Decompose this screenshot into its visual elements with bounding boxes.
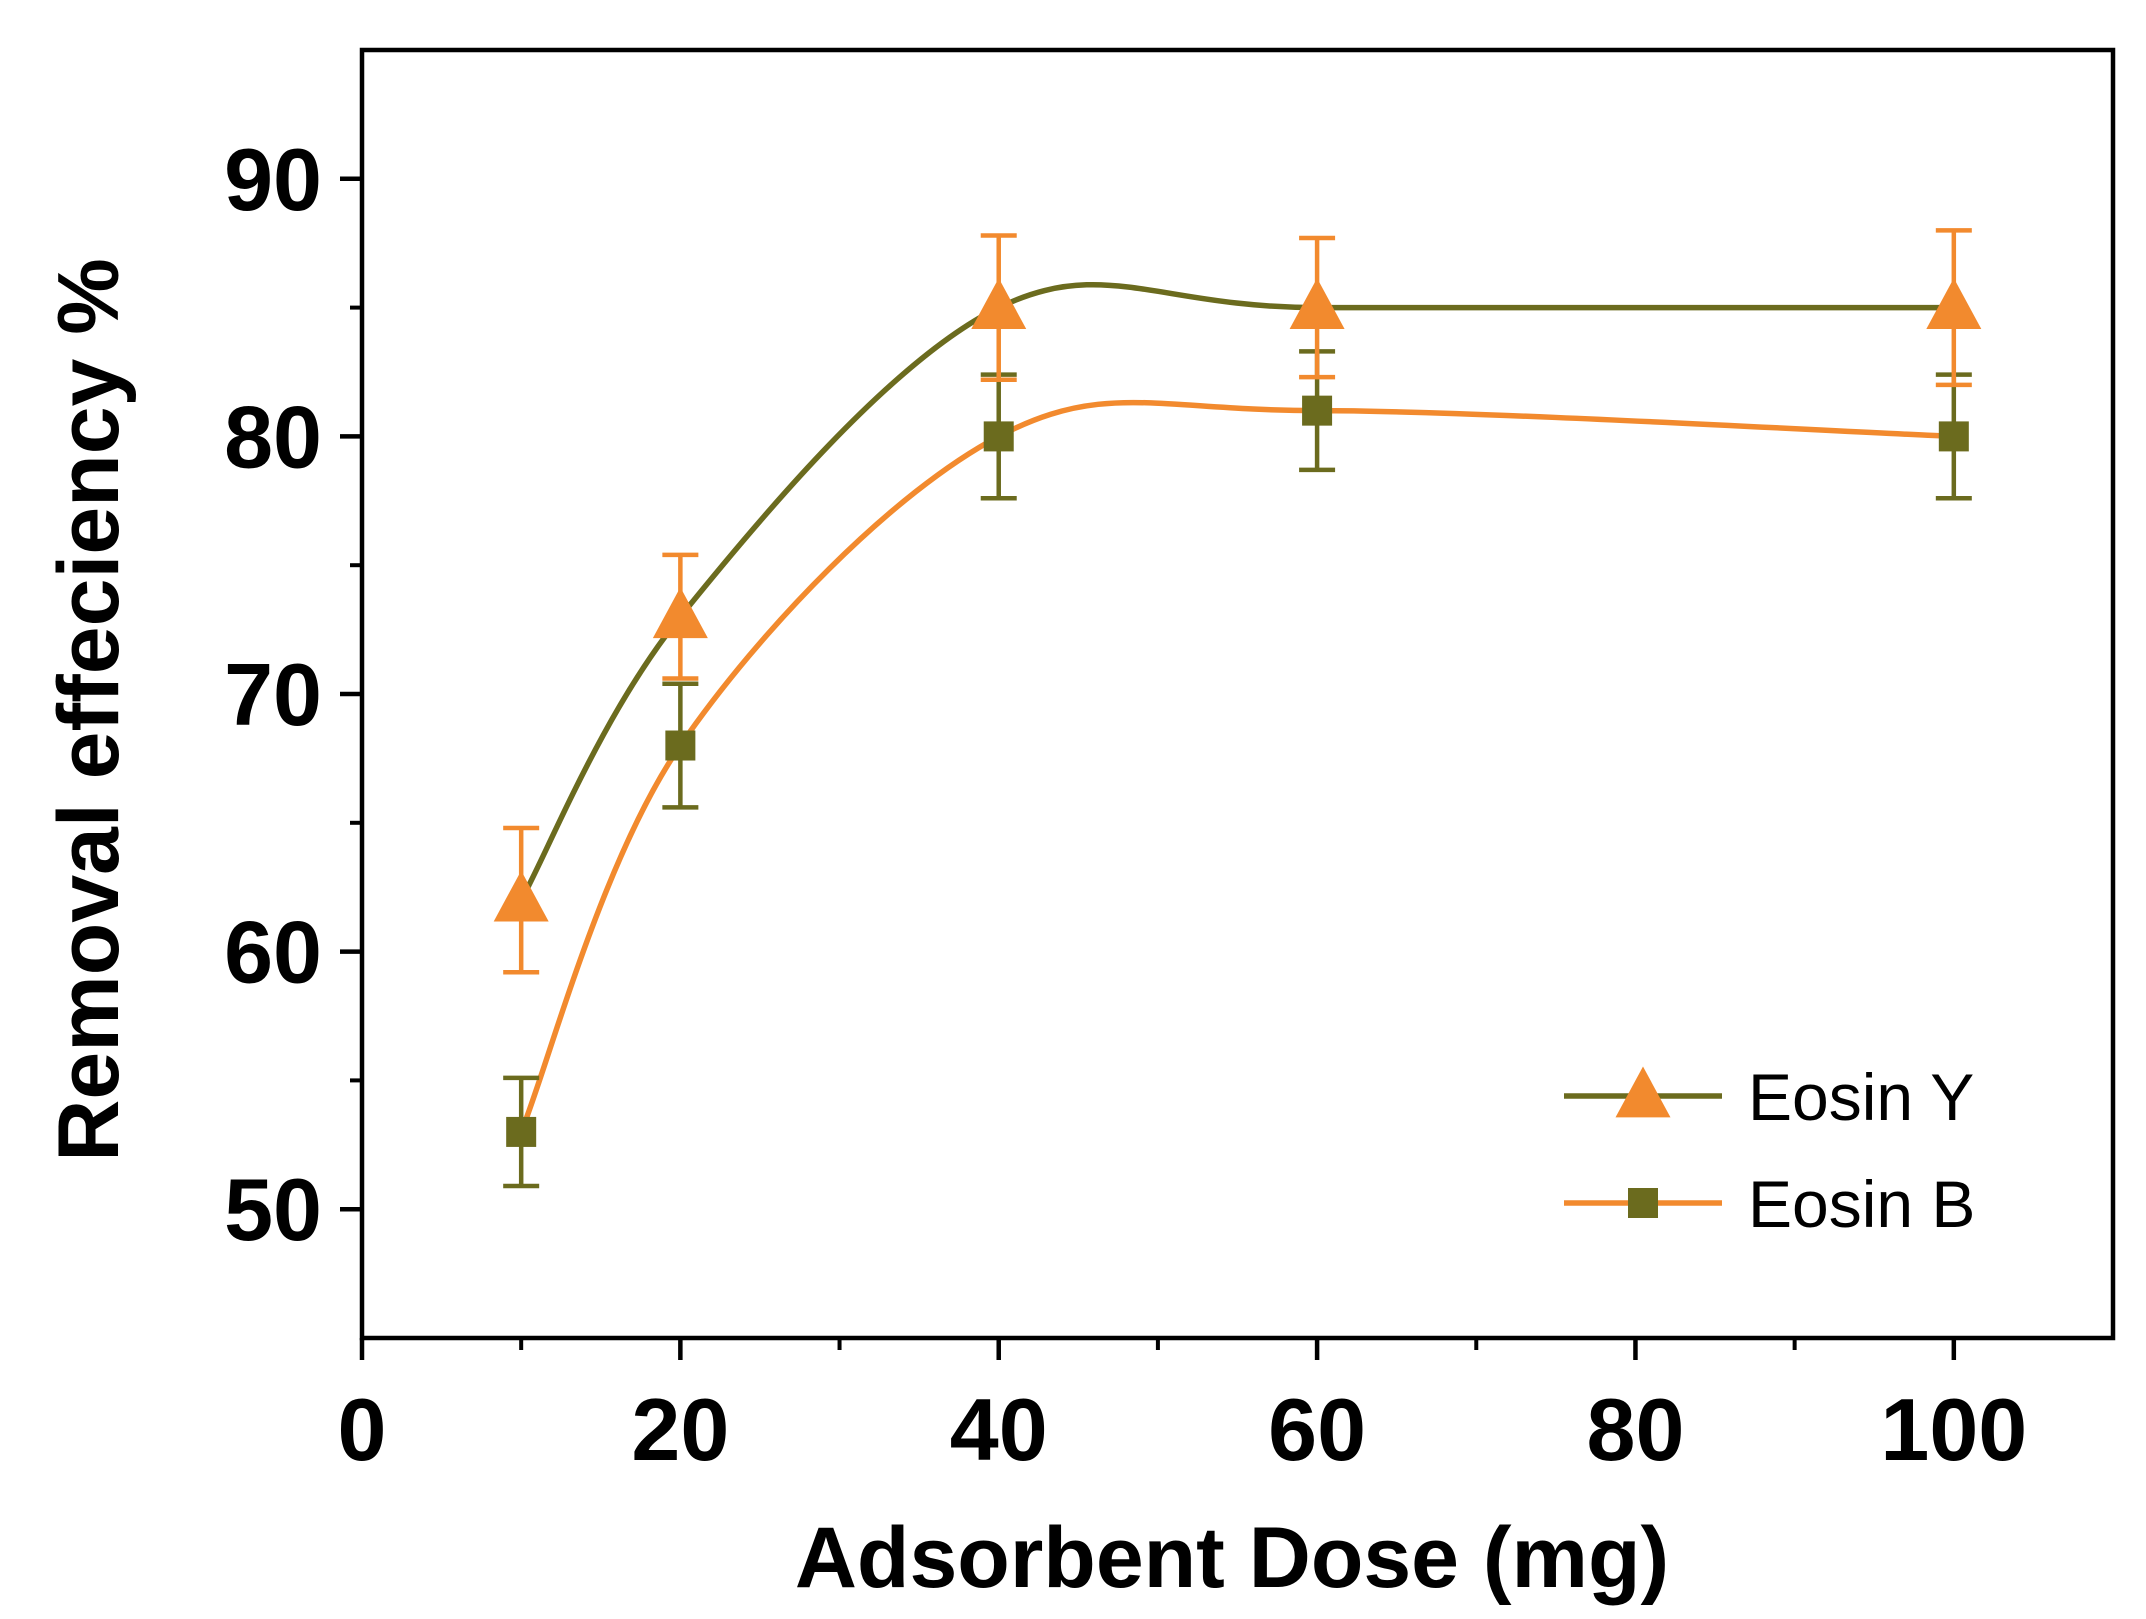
x-tick-label: 20 bbox=[631, 1380, 729, 1479]
legend-marker bbox=[1628, 1188, 1658, 1218]
legend-label: Eosin B bbox=[1748, 1167, 1975, 1241]
x-tick-label: 100 bbox=[1880, 1380, 2027, 1479]
y-axis: 50 60 70 80 90 bbox=[224, 130, 362, 1259]
x-tick-label: 40 bbox=[950, 1380, 1048, 1479]
data-point bbox=[665, 730, 696, 761]
x-axis-title: Adsorbent Dose (mg) bbox=[795, 1510, 1669, 1606]
series-eosin-b bbox=[503, 349, 1972, 1189]
series-line bbox=[518, 399, 1954, 1133]
y-tick-label: 50 bbox=[224, 1160, 322, 1259]
x-tick-label: 60 bbox=[1268, 1380, 1366, 1479]
series-eosin-y bbox=[493, 228, 1982, 975]
data-point bbox=[1302, 395, 1333, 426]
legend-item: Eosin Y bbox=[1564, 1060, 1974, 1134]
y-axis-title: Removal effeciency % bbox=[41, 258, 137, 1161]
data-point bbox=[652, 587, 708, 639]
series-layer bbox=[493, 228, 1982, 1189]
series-line bbox=[518, 282, 1954, 902]
legend: Eosin Y Eosin B bbox=[1564, 1060, 1975, 1241]
y-tick-label: 90 bbox=[224, 130, 322, 229]
legend-marker bbox=[1615, 1066, 1671, 1118]
data-point bbox=[983, 421, 1014, 452]
data-point bbox=[971, 278, 1027, 329]
x-axis: 0 20 40 60 80 100 bbox=[338, 1338, 2027, 1479]
x-tick-label: 0 bbox=[338, 1380, 387, 1479]
y-tick-label: 80 bbox=[224, 387, 322, 486]
data-point bbox=[1938, 421, 1969, 452]
legend-label: Eosin Y bbox=[1748, 1060, 1974, 1134]
data-point bbox=[493, 870, 549, 922]
data-point bbox=[1289, 278, 1345, 329]
data-point bbox=[506, 1116, 537, 1147]
y-tick-label: 70 bbox=[224, 645, 322, 744]
x-tick-label: 80 bbox=[1587, 1380, 1685, 1479]
data-point bbox=[1926, 278, 1982, 329]
legend-item: Eosin B bbox=[1564, 1167, 1975, 1241]
y-tick-label: 60 bbox=[224, 903, 322, 1002]
